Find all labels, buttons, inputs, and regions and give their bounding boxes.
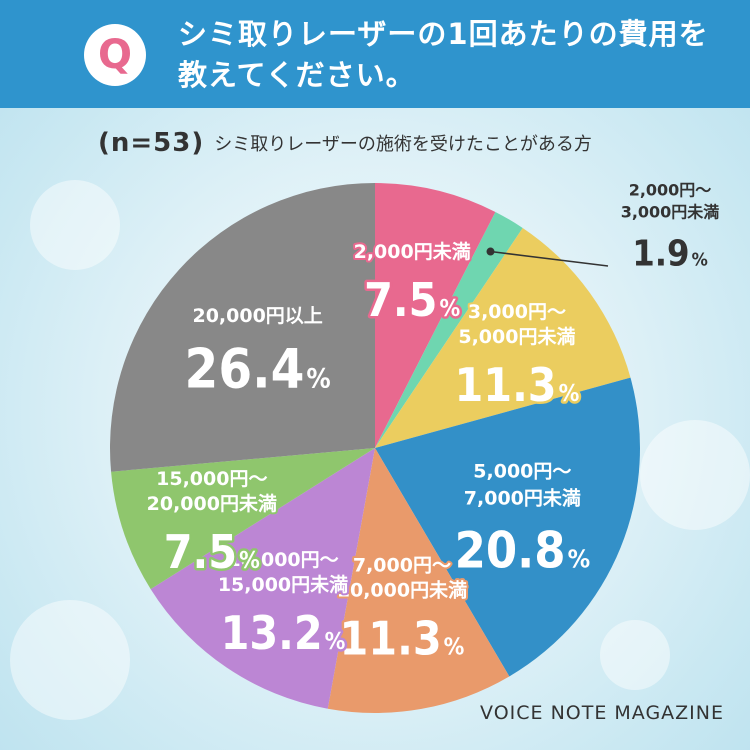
question-badge: Q (84, 24, 146, 86)
slice-value-label: 7.5% (364, 273, 460, 327)
slice-label: 20,000円未満 (147, 492, 277, 515)
question-header: Q シミ取りレーザーの1回あたりの費用を 教えてください。 (0, 0, 750, 108)
slice-label: 10,000円〜 (227, 549, 338, 571)
question-title: シミ取りレーザーの1回あたりの費用を 教えてください。 (178, 14, 718, 96)
pie-slice (375, 377, 640, 677)
pie-slice (327, 448, 510, 713)
slice-label: 10,000円未満 (337, 578, 467, 601)
slice-label: 5,000円未満 (458, 325, 575, 348)
slice-value-label: 26.4% (185, 338, 331, 401)
slice-label: 15,000円未満 (218, 573, 348, 596)
slice-value-label: 7.5% (164, 525, 260, 579)
slice-label: 3,000円〜 (468, 301, 566, 323)
slice-value-label: 13.2% (221, 606, 346, 660)
pie-slice (375, 183, 496, 448)
slice-label: 7,000円未満 (464, 486, 581, 509)
question-title-line: 教えてください。 (178, 58, 416, 92)
pie-slice (111, 448, 376, 590)
slice-value-label: 20.8% (455, 521, 591, 579)
leader-line (490, 250, 609, 267)
slice-label: 20,000円以上 (192, 305, 322, 327)
leader-dot (486, 247, 495, 256)
slice-value-label: 11.3% (340, 611, 465, 665)
slice-label: 3,000円未満 (621, 203, 720, 222)
pie-slice (110, 183, 376, 472)
question-title-line: シミ取りレーザーの1回あたりの費用を (178, 17, 709, 51)
slice-label: 2,000円〜 (629, 181, 712, 200)
pie-slice (150, 448, 375, 709)
slice-value-label: 1.9% (632, 234, 708, 275)
slice-value-label: 11.3% (454, 358, 579, 412)
sample-size: (n=53) (98, 128, 205, 158)
chart-subtitle: (n=53) シミ取りレーザーの施術を受けたことがある方 (98, 125, 592, 161)
slice-label: 5,000円〜 (473, 460, 571, 482)
slice-label: 15,000円〜 (156, 468, 267, 490)
brand-credit: VOICE NOTE MAGAZINE (480, 702, 724, 724)
pie-slice (375, 211, 523, 448)
pie-slice (375, 227, 631, 448)
respondent-description: シミ取りレーザーの施術を受けたことがある方 (214, 134, 592, 155)
slice-label: 7,000円〜 (353, 554, 451, 576)
slice-label: 2,000円未満 (354, 240, 471, 263)
